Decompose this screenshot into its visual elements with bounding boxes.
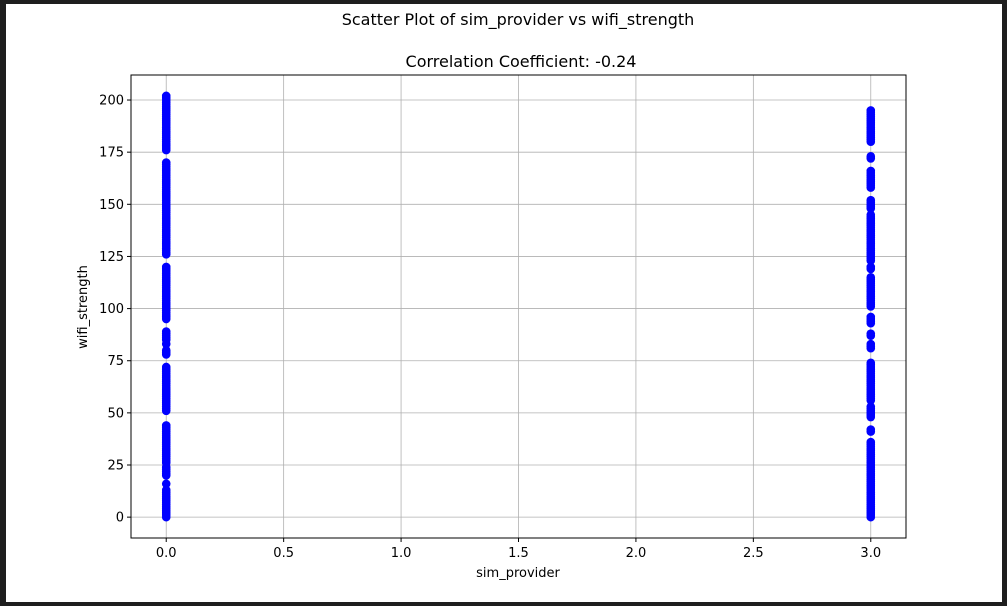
data-point xyxy=(866,329,876,338)
x-tick-label: 2.5 xyxy=(743,546,764,561)
data-point xyxy=(866,358,876,368)
data-point xyxy=(161,327,171,336)
text-fragment: ▌ xyxy=(0,144,4,155)
x-tick-label: 1.0 xyxy=(391,546,412,561)
y-tick-label: 50 xyxy=(107,406,124,421)
background-window-strip: ▌ ▌ ▌ ▌ ▌ ▌ ▌ ▌ ▌ ▌ xyxy=(0,0,6,606)
y-tick-label: 25 xyxy=(107,459,124,474)
grid-lines xyxy=(131,75,906,538)
y-axis-ticks: 0 25 50 75 100 125 150 175 200 xyxy=(99,94,131,526)
data-point xyxy=(866,339,876,349)
text-fragment: ▌ xyxy=(0,100,4,111)
y-tick-label: 150 xyxy=(99,198,124,213)
text-fragment: ▌ xyxy=(0,12,4,23)
y-tick-label: 125 xyxy=(99,250,124,265)
data-point xyxy=(161,345,171,355)
data-point xyxy=(866,166,876,176)
text-fragment: ▌ xyxy=(0,78,4,89)
x-tick-label: 1.5 xyxy=(508,546,529,561)
data-point xyxy=(866,106,876,115)
data-point xyxy=(866,402,876,411)
y-tick-label: 175 xyxy=(99,146,124,161)
y-tick-label: 200 xyxy=(99,94,124,109)
figure-canvas xyxy=(6,4,1002,602)
x-axis-ticks: 0.0 0.5 1.0 1.5 2.0 2.5 3.0 xyxy=(156,538,881,561)
text-fragment: ▌ xyxy=(0,210,4,221)
x-tick-label: 2.0 xyxy=(626,546,647,561)
text-fragment: ▌ xyxy=(0,122,4,133)
y-tick-label: 100 xyxy=(99,302,124,317)
data-point xyxy=(161,158,171,167)
text-fragment: ▌ xyxy=(0,56,4,67)
axes-title: Correlation Coefficient: -0.24 xyxy=(406,52,637,71)
x-tick-label: 0.5 xyxy=(273,546,294,561)
x-tick-label: 3.0 xyxy=(860,546,881,561)
data-point xyxy=(866,437,876,447)
data-point xyxy=(161,262,171,272)
window-edge xyxy=(1002,0,1007,606)
data-point xyxy=(161,421,171,430)
x-axis-label: sim_provider xyxy=(476,566,560,581)
data-point xyxy=(161,479,171,489)
text-fragment: ▌ xyxy=(0,166,4,177)
data-point xyxy=(161,91,171,101)
data-point xyxy=(866,273,876,282)
text-fragment: ▌ xyxy=(0,34,4,45)
y-tick-label: 75 xyxy=(107,354,124,369)
data-point xyxy=(161,362,171,372)
data-point xyxy=(866,152,876,161)
data-point xyxy=(866,262,876,272)
y-tick-label: 0 xyxy=(116,511,124,526)
data-point xyxy=(866,210,876,220)
data-point xyxy=(866,425,876,434)
data-point xyxy=(161,485,171,495)
data-points xyxy=(161,91,876,522)
data-point xyxy=(866,312,876,322)
y-axis-label: wifi_strength xyxy=(76,265,91,349)
text-fragment: ▌ xyxy=(0,188,4,199)
data-point xyxy=(866,195,876,205)
figure-title: Scatter Plot of sim_provider vs wifi_str… xyxy=(342,10,695,30)
x-tick-label: 0.0 xyxy=(156,546,177,561)
